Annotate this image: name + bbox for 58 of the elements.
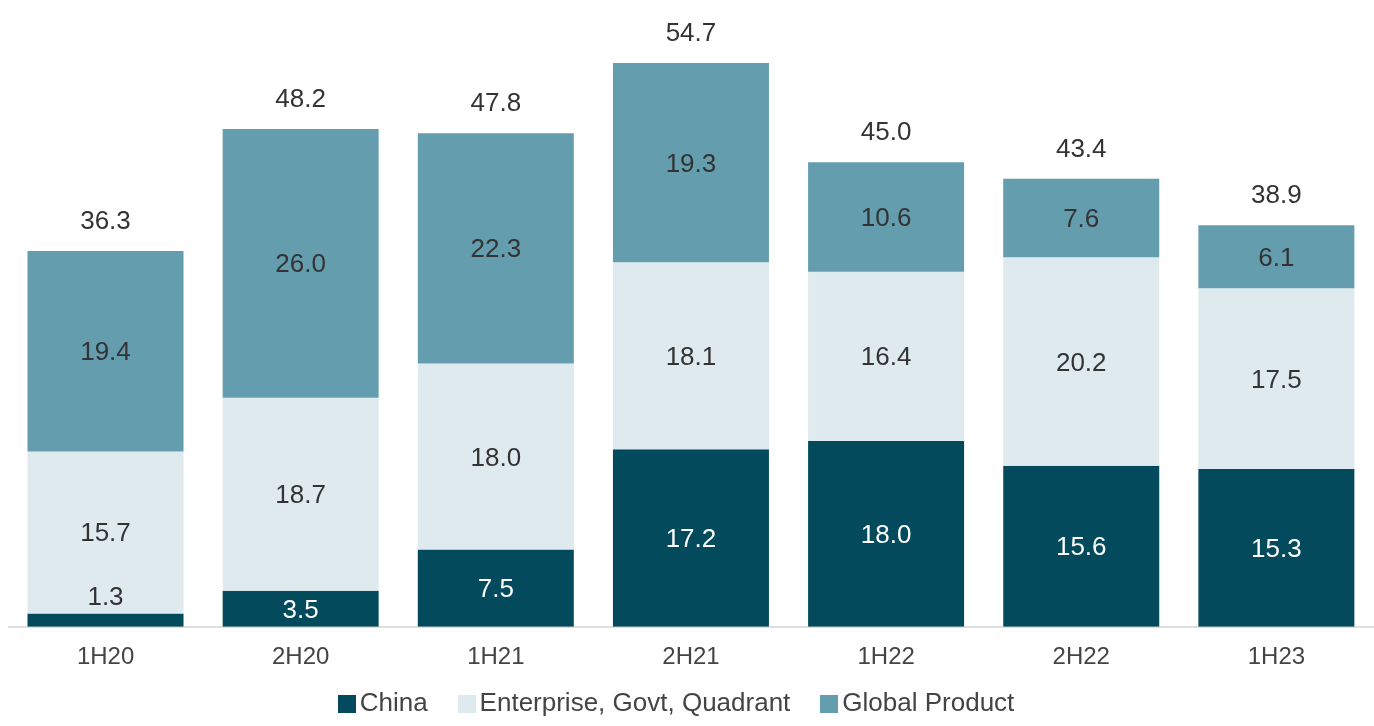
bar (612, 262, 769, 450)
x-tick-label: 1H22 (857, 642, 915, 670)
data-label: 15.6 (1055, 531, 1107, 562)
x-tick-label: 1H23 (1247, 642, 1306, 670)
total-label: 48.2 (275, 83, 326, 114)
data-label: 18.0 (470, 441, 522, 472)
x-tick-label: 1H21 (467, 642, 525, 670)
bar (27, 251, 184, 452)
bar (222, 129, 379, 398)
data-label: 16.4 (860, 341, 912, 372)
x-tick-label: 1H20 (76, 642, 135, 670)
total-label: 54.7 (665, 17, 717, 47)
bar (1198, 225, 1355, 289)
bar (27, 451, 184, 614)
data-label: 6.1 (1258, 241, 1295, 272)
bar (1003, 257, 1160, 466)
data-label: 17.5 (1251, 363, 1302, 394)
data-label: 3.5 (282, 593, 319, 624)
bar (1198, 288, 1355, 469)
total-label: 47.8 (470, 87, 522, 118)
data-label: 15.7 (80, 517, 131, 548)
bar (1003, 465, 1160, 627)
x-tick-label: 2H20 (272, 642, 330, 670)
total-label: 45.0 (860, 116, 912, 147)
bar (808, 271, 965, 442)
bar (222, 397, 379, 591)
bar (222, 590, 379, 627)
bar (417, 133, 574, 364)
legend-label: Enterprise, Govt, Quadrant (479, 687, 791, 717)
data-label: 15.3 (1251, 532, 1302, 563)
data-label: 1.3 (87, 580, 124, 611)
legend-label: China (359, 687, 428, 717)
data-label: 18.0 (860, 519, 912, 550)
bar (612, 63, 769, 263)
data-label: 26.0 (275, 248, 326, 279)
bar (1003, 178, 1160, 258)
x-tick-label: 2H22 (1052, 642, 1110, 670)
data-label: 19.4 (80, 336, 131, 367)
data-label: 10.6 (860, 201, 912, 232)
total-label: 36.3 (80, 205, 131, 235)
data-label: 18.1 (665, 340, 717, 371)
data-label: 20.2 (1055, 346, 1107, 377)
bar (612, 449, 769, 627)
bar (808, 162, 965, 272)
data-label: 22.3 (470, 233, 522, 264)
bar (417, 549, 574, 627)
bar (808, 441, 965, 627)
total-label: 38.9 (1251, 179, 1302, 210)
x-tick-label: 2H21 (662, 642, 720, 670)
data-label: 7.5 (477, 573, 514, 604)
bar (417, 363, 574, 550)
legend-label: Global Product (842, 687, 1015, 717)
data-label: 17.2 (665, 523, 717, 554)
data-label: 7.6 (1063, 202, 1100, 233)
total-label: 43.4 (1055, 132, 1107, 163)
data-label: 18.7 (275, 479, 326, 510)
bar (1198, 468, 1355, 627)
data-label: 19.3 (665, 147, 717, 178)
